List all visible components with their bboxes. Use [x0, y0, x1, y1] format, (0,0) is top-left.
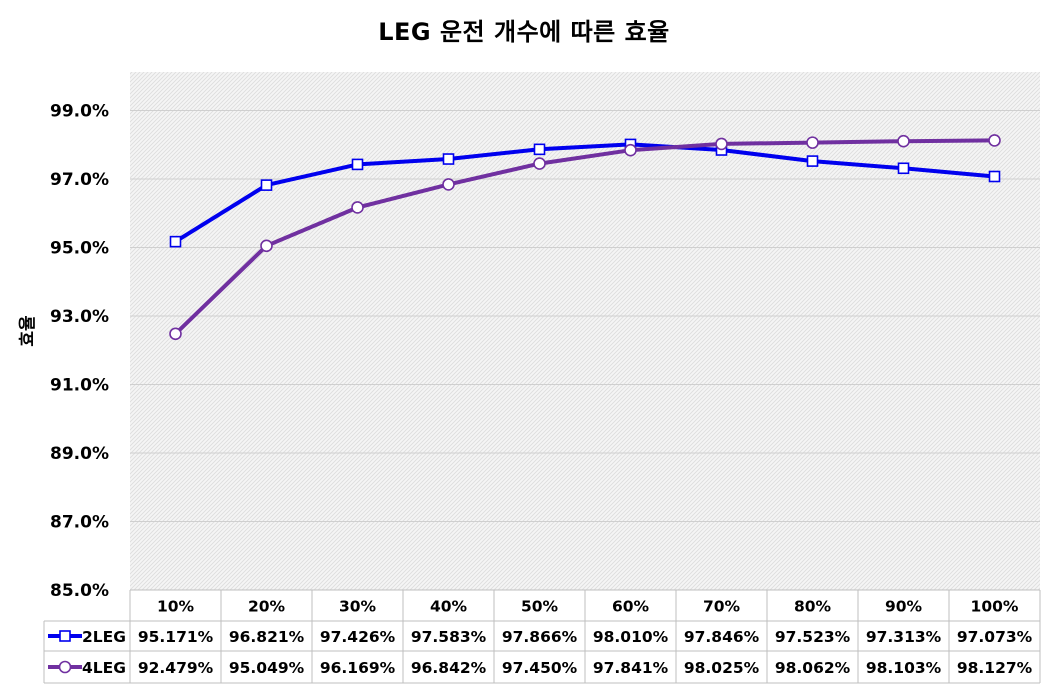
y-tick-label: 97.0%	[50, 170, 109, 190]
data-point	[988, 170, 1001, 183]
plot-area	[130, 72, 1040, 590]
data-point	[897, 134, 910, 148]
data-label: 95.171%	[138, 628, 214, 646]
x-tick-label: 90%	[885, 598, 923, 616]
series-line	[174, 142, 995, 244]
x-tick-label: 30%	[339, 598, 377, 616]
data-label: 97.426%	[320, 628, 396, 646]
data-label: 97.313%	[866, 628, 942, 646]
data-point	[169, 327, 182, 341]
y-tick-label: 91.0%	[50, 376, 109, 396]
chart-title: LEG 운전 개수에 따른 효율	[378, 18, 670, 46]
legend-label: 2LEG	[82, 628, 126, 646]
y-tick-label: 89.0%	[50, 444, 109, 464]
data-point	[988, 134, 1001, 147]
legend-label: 4LEG	[82, 659, 126, 677]
x-tick-label: 20%	[248, 598, 286, 616]
data-label: 97.583%	[411, 628, 487, 646]
series-lines	[169, 134, 1001, 341]
data-point	[442, 153, 455, 165]
data-point	[351, 158, 364, 171]
y-tick-label: 87.0%	[50, 513, 109, 533]
series-line	[174, 138, 995, 336]
data-label: 96.821%	[229, 628, 305, 646]
data-label: 96.842%	[411, 659, 487, 677]
y-axis-ticks: 99.0% 97.0% 95.0% 93.0% 91.0% 89.0% 87.0% 85.0%	[50, 102, 109, 602]
data-label: 97.073%	[957, 628, 1033, 646]
x-tick-label: 80%	[794, 598, 832, 616]
data-label: 98.025%	[684, 659, 760, 677]
x-tick-label: 40%	[430, 598, 468, 616]
series-4leg	[169, 134, 1001, 341]
y-tick-label: 93.0%	[50, 307, 109, 327]
data-label: 98.062%	[775, 659, 851, 677]
x-tick-label: 100%	[971, 598, 1019, 616]
x-tick-label: 70%	[703, 598, 741, 616]
y-tick-label: 99.0%	[50, 102, 109, 122]
data-point	[442, 178, 455, 191]
data-label: 97.841%	[593, 659, 669, 677]
data-label: 95.049%	[229, 659, 305, 677]
data-point	[806, 155, 819, 167]
data-point	[351, 201, 364, 214]
x-tick-label: 10%	[157, 598, 195, 616]
data-point	[533, 143, 546, 156]
data-point	[715, 137, 728, 151]
data-point	[624, 143, 637, 157]
data-point	[533, 157, 546, 170]
data-point	[897, 162, 910, 175]
x-tick-label: 50%	[521, 598, 559, 616]
data-point	[806, 136, 819, 149]
y-tick-label: 85.0%	[50, 581, 109, 601]
data-label: 96.169%	[320, 659, 396, 677]
data-label: 97.523%	[775, 628, 851, 646]
data-label: 97.450%	[502, 659, 578, 677]
legend-marker	[59, 630, 71, 642]
data-label: 98.127%	[957, 659, 1033, 677]
data-label: 97.846%	[684, 628, 760, 646]
data-label: 98.103%	[866, 659, 942, 677]
data-label: 97.866%	[502, 628, 578, 646]
legend-marker	[58, 660, 72, 674]
data-label: 92.479%	[138, 659, 214, 677]
y-tick-label: 95.0%	[50, 239, 109, 259]
y-axis-label: 효율	[18, 315, 38, 347]
data-point	[260, 179, 273, 191]
x-tick-label: 60%	[612, 598, 650, 616]
series-2leg	[169, 138, 1001, 248]
data-point	[169, 235, 182, 248]
data-label: 98.010%	[593, 628, 669, 646]
data-point	[260, 239, 273, 253]
data-table: 10% 20% 30% 40% 50% 60% 70% 80% 90% 100% 2LEG 95.17…	[43, 589, 1041, 684]
